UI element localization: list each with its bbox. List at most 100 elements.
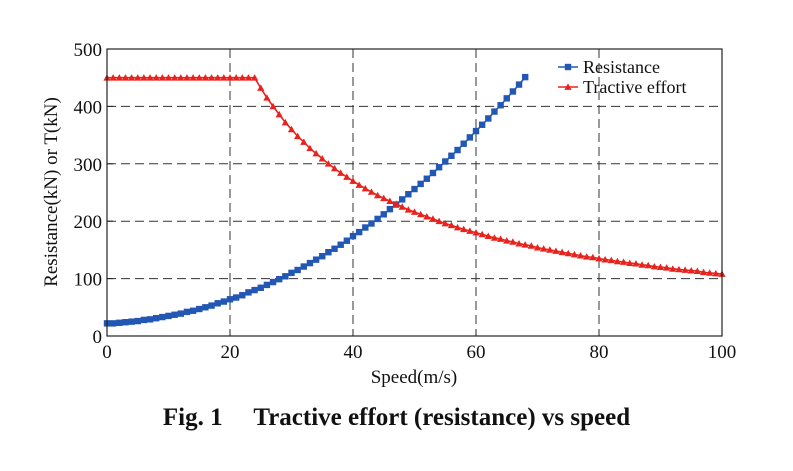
data-point [122, 319, 129, 326]
data-point [564, 249, 572, 257]
data-point [349, 232, 357, 240]
data-point [515, 81, 523, 88]
data-point [355, 181, 363, 188]
data-point [288, 269, 295, 277]
figure-caption: Fig. 1 Tractive effort (resistance) vs s… [162, 404, 631, 431]
data-point [613, 257, 622, 265]
data-point [650, 262, 658, 270]
data-point [263, 281, 271, 289]
x-tick-label: 40 [344, 342, 363, 363]
data-point [490, 234, 499, 241]
data-point [441, 219, 449, 227]
legend-item: Tractive effort [558, 77, 686, 97]
data-point [208, 302, 215, 309]
data-point [146, 74, 154, 81]
data-point [656, 263, 665, 270]
x-tick-label: 20 [221, 342, 240, 363]
legend-marker [564, 83, 572, 90]
data-point [503, 95, 510, 102]
data-point [472, 229, 480, 236]
data-point [399, 196, 406, 203]
data-point [570, 250, 578, 258]
data-point [251, 286, 258, 294]
data-point [294, 132, 302, 140]
data-point [386, 205, 394, 213]
data-point [306, 259, 314, 267]
data-point [134, 317, 141, 325]
data-point [392, 200, 400, 207]
y-tick-label: 100 [74, 270, 103, 291]
data-point [442, 158, 449, 165]
data-point [644, 261, 652, 269]
data-point [398, 203, 406, 210]
data-point [220, 298, 228, 305]
data-point [423, 175, 430, 182]
grid-lines [107, 49, 722, 336]
data-point [423, 213, 431, 220]
data-point [177, 74, 185, 81]
data-point [239, 292, 246, 299]
data-point [533, 244, 542, 251]
plot-frame [106, 48, 723, 337]
data-point [115, 74, 123, 81]
data-point [374, 215, 381, 223]
x-tick-label: 100 [708, 342, 737, 363]
data-point [214, 74, 222, 81]
data-point [318, 155, 326, 162]
data-point [411, 185, 418, 193]
data-point [712, 269, 720, 277]
data-point [282, 273, 289, 280]
data-point [140, 316, 148, 324]
data-point [153, 315, 160, 322]
data-point [281, 118, 289, 126]
data-point [171, 74, 179, 81]
data-point [109, 74, 117, 81]
data-point [276, 275, 283, 283]
y-tick-label: 0 [93, 327, 103, 348]
data-point [349, 177, 357, 184]
data-point [287, 125, 296, 133]
data-point [343, 173, 351, 180]
data-point [312, 149, 320, 157]
series-resistance [103, 73, 529, 327]
data-point [134, 74, 142, 81]
x-tick-label: 60 [467, 342, 486, 363]
data-point [460, 140, 467, 147]
data-point [601, 256, 609, 263]
data-point [681, 266, 689, 273]
legend-label: Tractive effort [583, 77, 686, 97]
data-point [693, 267, 701, 275]
data-point [374, 191, 382, 199]
data-point [386, 197, 394, 204]
data-point [226, 296, 234, 303]
data-point [201, 74, 209, 81]
data-point [595, 254, 603, 262]
data-point [331, 245, 338, 252]
data-point [497, 235, 505, 242]
data-point [478, 230, 486, 238]
data-point [669, 265, 677, 272]
data-point [447, 221, 455, 229]
data-point [484, 232, 492, 240]
data-point [324, 160, 332, 167]
data-point [448, 152, 455, 159]
data-point [202, 304, 209, 311]
data-point [300, 263, 307, 270]
chart: 0 20 40 60 80 100 0 100 200 300 400 500 ResistanceT… [41, 40, 737, 388]
data-point [368, 220, 375, 227]
data-point [165, 312, 172, 320]
data-point [522, 73, 529, 81]
data-point [687, 266, 695, 274]
plot-series [103, 73, 726, 327]
data-point [509, 238, 517, 245]
data-point [515, 239, 523, 247]
y-tick-label: 400 [74, 97, 103, 118]
legend-item: Resistance [558, 57, 660, 77]
data-point [245, 289, 252, 296]
data-point [128, 74, 136, 81]
data-point [128, 318, 135, 325]
legend-marker [564, 63, 572, 71]
data-point [355, 228, 363, 236]
data-point [527, 242, 535, 249]
series-tractive-effort [103, 74, 726, 277]
